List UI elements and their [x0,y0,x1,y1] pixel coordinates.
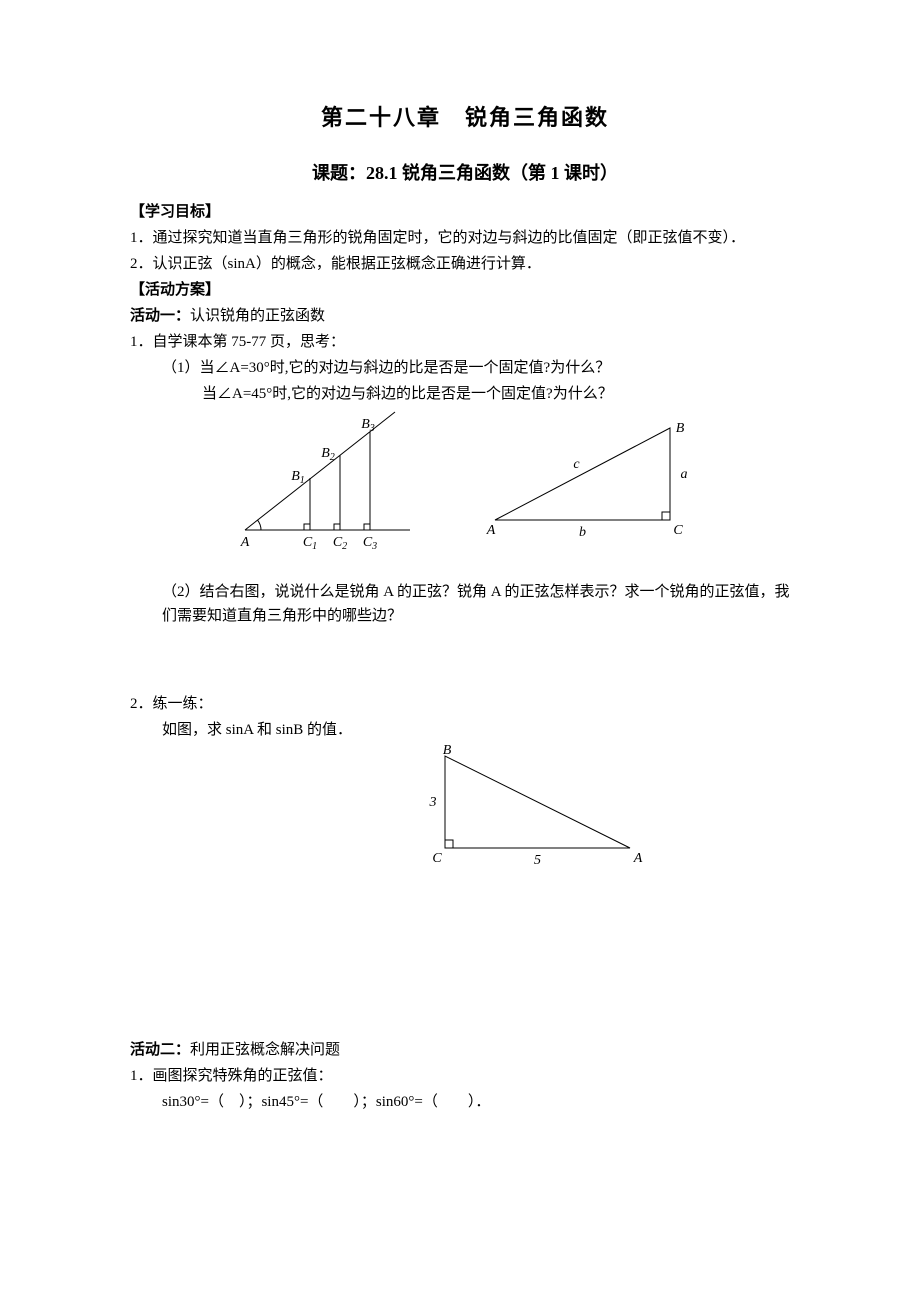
svg-text:a: a [681,467,688,482]
svg-text:B1: B1 [291,469,305,486]
figure-row-1: A C1 C2 C3 B1 B2 B3 A B Cc a b [130,420,800,550]
svg-text:B: B [443,743,452,758]
activity-2-title: 利用正弦概念解决问题 [190,1042,340,1058]
activity-2-head: 活动二： [130,1042,190,1058]
svg-text:3: 3 [429,795,437,810]
act1-item1: 1．自学课本第 75-77 页，思考： [130,330,800,354]
svg-text:C: C [432,851,442,866]
figure-right-triangle-abc: ABCcab [490,420,690,530]
svg-text:C3: C3 [363,535,377,552]
svg-text:A: A [486,523,496,538]
svg-text:C1: C1 [303,535,317,552]
svg-text:C: C [673,523,683,538]
svg-text:B: B [676,421,685,436]
svg-text:A: A [633,851,643,866]
act2-formula: sin30°=（ ）；sin45°=（ ）；sin60°=（ ）． [162,1090,800,1114]
lesson-title: 课题：28.1 锐角三角函数（第 1 课时） [130,159,800,188]
figure-similar-triangles: A C1 C2 C3 B1 B2 B3 [240,420,420,550]
act1-q2: （2）结合右图，说说什么是锐角 A 的正弦？锐角 A 的正弦怎样表示？求一个锐角… [162,580,800,628]
objective-1: 1．通过探究知道当直角三角形的锐角固定时，它的对边与斜边的比值固定（即正弦值不变… [130,226,800,250]
svg-text:b: b [579,525,586,540]
activity-1-head: 活动一： [130,308,190,324]
spacer [130,630,800,690]
figure-triangle-3-5: BCA35 [430,748,640,868]
act1-item2-head: 2．练一练： [130,692,800,716]
svg-text:5: 5 [534,853,541,868]
objective-2: 2．认识正弦（sinA）的概念，能根据正弦概念正确进行计算． [130,252,800,276]
activity-2-line: 活动二：利用正弦概念解决问题 [130,1038,800,1062]
svg-text:B2: B2 [321,446,335,463]
svg-text:A: A [240,535,250,550]
figure-row-2: BCA35 [430,748,800,876]
chapter-title: 第二十八章 锐角三角函数 [130,100,800,135]
activity-1-line: 活动一：认识锐角的正弦函数 [130,304,800,328]
act2-item1: 1．画图探究特殊角的正弦值： [130,1064,800,1088]
objectives-heading: 【学习目标】 [130,200,800,224]
svg-text:B3: B3 [361,417,375,434]
spacer [130,876,800,1036]
act1-q1a: （1）当∠A=30°时,它的对边与斜边的比是否是一个固定值?为什么？ [162,356,800,380]
plan-heading: 【活动方案】 [130,278,800,302]
act1-item2-body: 如图，求 sinA 和 sinB 的值． [162,718,800,742]
activity-1-title: 认识锐角的正弦函数 [190,308,325,324]
svg-text:c: c [573,457,580,472]
act1-q1b: 当∠A=45°时,它的对边与斜边的比是否是一个固定值?为什么？ [202,382,800,406]
svg-text:C2: C2 [333,535,347,552]
